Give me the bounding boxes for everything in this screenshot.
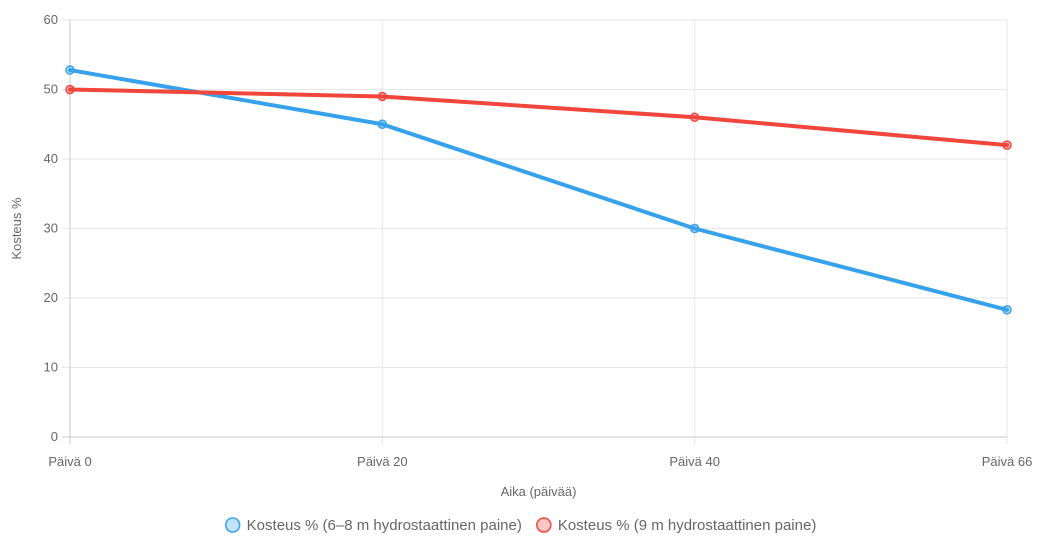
y-tick-label: 30 bbox=[44, 221, 58, 236]
x-tick-label: Päivä 66 bbox=[982, 454, 1033, 469]
grid-lines bbox=[62, 19, 1008, 444]
data-point[interactable] bbox=[1002, 140, 1012, 150]
legend-label: Kosteus % (6–8 m hydrostaattinen paine) bbox=[247, 517, 522, 534]
legend-item-2[interactable]: Kosteus % (9 m hydrostaattinen paine) bbox=[536, 517, 816, 534]
data-point[interactable] bbox=[689, 223, 700, 234]
data-point[interactable] bbox=[377, 91, 388, 102]
y-tick-label: 40 bbox=[44, 151, 58, 166]
series-line bbox=[68, 87, 1009, 148]
x-tick-label: Päivä 20 bbox=[357, 454, 408, 469]
y-tick-labels: 0 10 20 30 40 50 60 bbox=[44, 12, 58, 444]
data-point[interactable] bbox=[377, 119, 388, 129]
axes bbox=[62, 20, 1007, 444]
y-tick-label: 60 bbox=[44, 12, 58, 27]
series-line bbox=[68, 68, 1009, 312]
legend-item-1[interactable]: Kosteus % (6–8 m hydrostaattinen paine) bbox=[224, 517, 522, 534]
legend-label: Kosteus % (9 m hydrostaattinen paine) bbox=[558, 517, 816, 534]
y-tick-label: 20 bbox=[44, 290, 58, 305]
y-tick-label: 50 bbox=[44, 82, 58, 97]
x-axis-title: Aika (päivää) bbox=[501, 484, 577, 499]
series-2 bbox=[65, 84, 1012, 150]
x-tick-label: Päivä 40 bbox=[669, 454, 720, 469]
y-axis-title: Kosteus % bbox=[9, 197, 24, 260]
data-point[interactable] bbox=[65, 65, 75, 75]
y-tick-label: 0 bbox=[51, 429, 58, 444]
legend-swatch-icon bbox=[224, 517, 241, 533]
data-point[interactable] bbox=[689, 112, 700, 123]
y-tick-label: 10 bbox=[44, 360, 58, 375]
data-point[interactable] bbox=[1002, 305, 1012, 315]
series-lines bbox=[65, 65, 1012, 315]
legend-swatch-icon bbox=[536, 517, 552, 533]
series-1 bbox=[65, 65, 1012, 315]
x-tick-label: Päivä 0 bbox=[48, 454, 91, 469]
x-tick-labels: Päivä 0 Päivä 20 Päivä 40 Päivä 66 bbox=[48, 454, 1032, 469]
data-point[interactable] bbox=[65, 84, 75, 95]
legend: Kosteus % (6–8 m hydrostaattinen paine) K… bbox=[224, 517, 816, 534]
